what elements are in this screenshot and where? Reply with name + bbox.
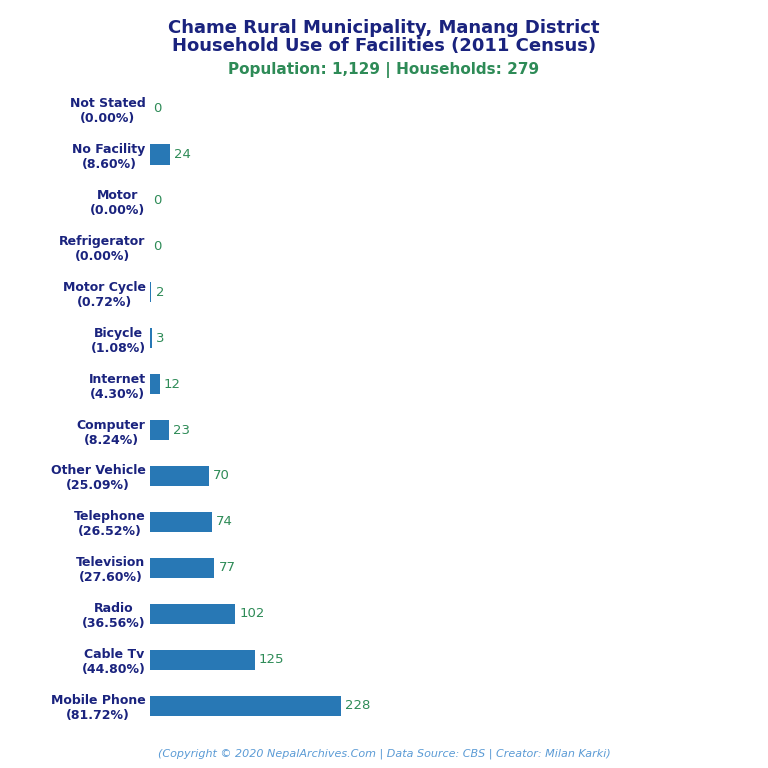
Text: 0: 0 — [153, 240, 161, 253]
Bar — [150, 144, 170, 164]
Text: (Copyright © 2020 NepalArchives.Com | Data Source: CBS | Creator: Milan Karki): (Copyright © 2020 NepalArchives.Com | Da… — [157, 748, 611, 759]
Text: Chame Rural Municipality, Manang District: Chame Rural Municipality, Manang Distric… — [168, 19, 600, 37]
Text: 3: 3 — [157, 332, 165, 345]
Text: 0: 0 — [153, 194, 161, 207]
Text: 74: 74 — [216, 515, 233, 528]
Bar — [150, 604, 235, 624]
Text: 24: 24 — [174, 147, 191, 161]
Bar — [150, 419, 169, 440]
Bar — [150, 558, 214, 578]
Text: Household Use of Facilities (2011 Census): Household Use of Facilities (2011 Census… — [172, 37, 596, 55]
Bar — [150, 696, 341, 717]
Text: 2: 2 — [156, 286, 164, 299]
Text: 70: 70 — [213, 469, 230, 482]
Text: 228: 228 — [346, 700, 371, 713]
Bar — [150, 282, 151, 303]
Text: 23: 23 — [174, 423, 190, 436]
Text: 12: 12 — [164, 378, 181, 391]
Bar — [150, 511, 212, 532]
Text: 0: 0 — [153, 101, 161, 114]
Text: 102: 102 — [240, 607, 265, 621]
Bar — [150, 650, 255, 670]
Text: 77: 77 — [219, 561, 236, 574]
Text: Population: 1,129 | Households: 279: Population: 1,129 | Households: 279 — [228, 62, 540, 78]
Bar — [150, 374, 160, 395]
Text: 125: 125 — [259, 654, 284, 667]
Bar — [150, 465, 208, 486]
Bar — [150, 328, 152, 349]
